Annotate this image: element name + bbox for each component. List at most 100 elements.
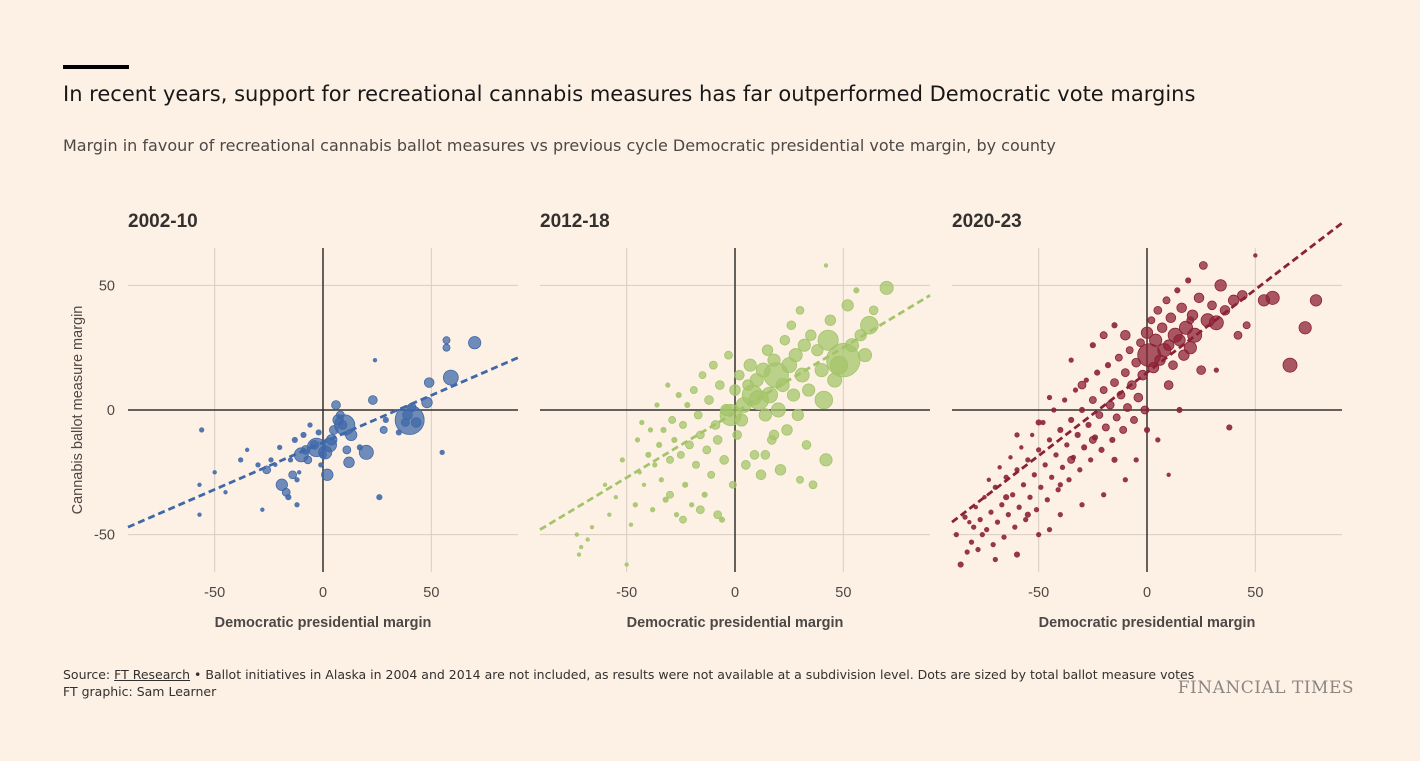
data-point [979,531,985,538]
data-point [1130,416,1138,424]
data-point [342,445,352,455]
data-point [1213,367,1219,373]
data-point [442,343,451,352]
data-point [665,382,671,388]
data-point [1162,339,1175,351]
data-point [689,386,698,394]
data-point [1023,517,1029,523]
data-point [824,314,837,326]
data-point [808,480,818,490]
data-point [1067,455,1076,464]
data-point [410,417,422,428]
data-point [238,457,244,463]
panel-2002-10: 2002-10 -50 0 50 50 0 -50 Democratic presidenti… [94,211,519,631]
data-point [628,522,634,527]
panel-2012-18: 2012-18 -50 0 50 Democratic presidential mar… [539,211,931,631]
chart-subtitle: Margin in favour of recreational cannabi… [63,136,1056,155]
data-point [294,502,300,508]
data-point [212,470,217,475]
data-point [468,336,482,350]
data-point [858,348,873,363]
data-point [1282,357,1298,373]
data-point [321,468,334,481]
data-point [1031,472,1037,478]
data-point [442,336,451,345]
data-point [1033,507,1040,513]
data-point [1233,330,1243,340]
x-tick-label: 0 [319,585,327,601]
data-point [589,524,595,530]
data-point [1099,386,1108,394]
data-point [639,419,645,426]
data-point [1174,287,1181,294]
data-point [666,490,674,499]
data-point [1046,526,1053,533]
data-point [1168,360,1178,370]
source-link[interactable]: FT Research [114,667,191,682]
data-point [1207,300,1217,311]
data-point [1125,346,1134,355]
data-point [724,350,733,360]
data-point [1143,426,1151,434]
data-point [613,495,619,500]
data-point [1298,321,1312,335]
data-point [641,482,647,487]
data-point [1219,305,1231,316]
data-point [1057,482,1063,488]
data-point [1208,315,1224,331]
data-point [1077,467,1083,473]
data-point [994,519,1001,525]
data-point [1036,531,1042,538]
footer: Source: FT Research • Ballot initiatives… [63,666,1194,700]
data-point [291,436,298,443]
data-point [1147,316,1156,325]
data-point [1020,482,1027,488]
data-point [1120,329,1131,341]
data-point [675,391,682,399]
data-point [1088,435,1097,444]
data-point [307,422,313,428]
source-note: • Ballot initiatives in Alaska in 2004 a… [190,667,1195,682]
data-point [223,490,228,495]
data-point [647,427,654,433]
data-point [1010,492,1016,498]
source-prefix: Source: [63,667,115,682]
data-point [1057,426,1064,434]
data-point [704,395,714,405]
data-point [645,451,652,458]
data-point [296,470,302,475]
data-point [758,408,772,422]
x-axis-label: Democratic presidential margin [1039,615,1256,631]
source-line: Source: FT Research • Ballot initiatives… [63,666,1194,683]
data-point [578,544,584,550]
data-point [986,477,992,482]
data-point [275,478,288,491]
data-point [1104,362,1112,369]
data-point [984,526,990,533]
data-point [585,537,590,542]
data-point [1186,316,1195,325]
data-point [1196,365,1206,375]
data-point [1049,474,1055,480]
data-point [1111,456,1118,463]
data-point [1156,322,1168,333]
data-point [1001,534,1007,540]
data-point [1165,312,1177,324]
data-point [1193,292,1205,304]
data-point [679,515,687,524]
data-point [1101,423,1110,432]
data-point [1136,338,1145,348]
data-point [1005,512,1011,518]
data-point [1183,341,1197,355]
data-point [779,334,791,346]
data-point [692,460,700,469]
data-point [654,402,660,408]
data-point [1046,394,1053,401]
data-point [673,512,680,518]
data-point [712,435,723,445]
data-point [423,377,435,388]
data-point [853,287,860,294]
data-point [1079,502,1085,508]
data-point [1133,457,1139,463]
x-tick-label: -50 [1028,585,1049,601]
